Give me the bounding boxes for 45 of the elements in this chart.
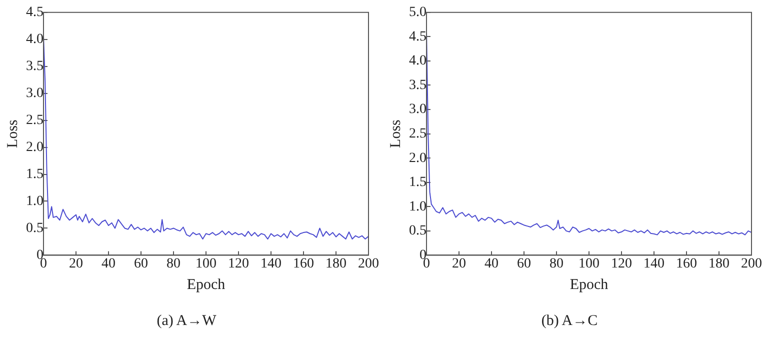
x-tick-label: 20 <box>452 256 466 272</box>
y-tick-label: 5.0 <box>409 5 426 20</box>
y-axis-title: Loss <box>4 119 21 148</box>
x-tick-label: 80 <box>550 256 564 272</box>
y-tick-label: 4.0 <box>26 32 44 48</box>
x-tick-label: 40 <box>102 256 116 272</box>
x-tick-label: 180 <box>326 256 346 272</box>
x-tick-label: 40 <box>484 256 498 272</box>
y-tick-label: 4.5 <box>409 29 426 44</box>
x-axis-title: Epoch <box>186 276 226 293</box>
y-axis-title: Loss <box>388 119 404 148</box>
y-tick-label: 4.0 <box>409 54 426 69</box>
x-tick-label: 160 <box>676 256 697 272</box>
y-tick-label: 1.5 <box>26 166 44 182</box>
y-tick-label: 3.5 <box>26 59 44 74</box>
x-tick-label: 100 <box>196 256 216 272</box>
x-tick-label: 200 <box>741 256 762 272</box>
x-tick-label: 180 <box>708 256 730 272</box>
x-tick-label: 200 <box>358 256 379 272</box>
x-tick-label: 140 <box>644 256 664 272</box>
x-tick-label: 120 <box>228 256 249 272</box>
y-tick-label: 2.5 <box>26 112 44 128</box>
y-tick-label: 1.5 <box>409 175 426 190</box>
x-tick-label: 20 <box>69 256 83 272</box>
y-tick-label: 4.5 <box>26 5 44 20</box>
x-tick-label: 60 <box>517 256 531 272</box>
y-tick-label: 2.5 <box>409 126 426 142</box>
x-tick-label: 160 <box>293 256 314 272</box>
y-tick-label: 0.5 <box>26 220 44 236</box>
y-tick-label: 3.0 <box>409 102 426 118</box>
y-tick-label: 1.0 <box>409 199 426 214</box>
y-tick-label: 2.0 <box>409 150 426 166</box>
text: (a) A→W <box>156 312 218 329</box>
y-tick-label: 3.5 <box>409 78 426 93</box>
x-tick-label: 60 <box>134 256 148 272</box>
x-tick-label: 120 <box>611 256 632 272</box>
text: (b) A→C <box>541 312 598 329</box>
y-tick-label: 0.5 <box>409 224 426 239</box>
y-tick-label: 2.0 <box>26 140 44 155</box>
x-tick-label: 80 <box>166 256 180 272</box>
x-tick-label: 140 <box>260 256 282 272</box>
y-tick-label: 3.0 <box>26 86 44 102</box>
x-tick-label: 100 <box>578 256 600 272</box>
y-tick-label: 1.0 <box>26 194 44 209</box>
x-axis-title: Epoch <box>570 276 609 293</box>
